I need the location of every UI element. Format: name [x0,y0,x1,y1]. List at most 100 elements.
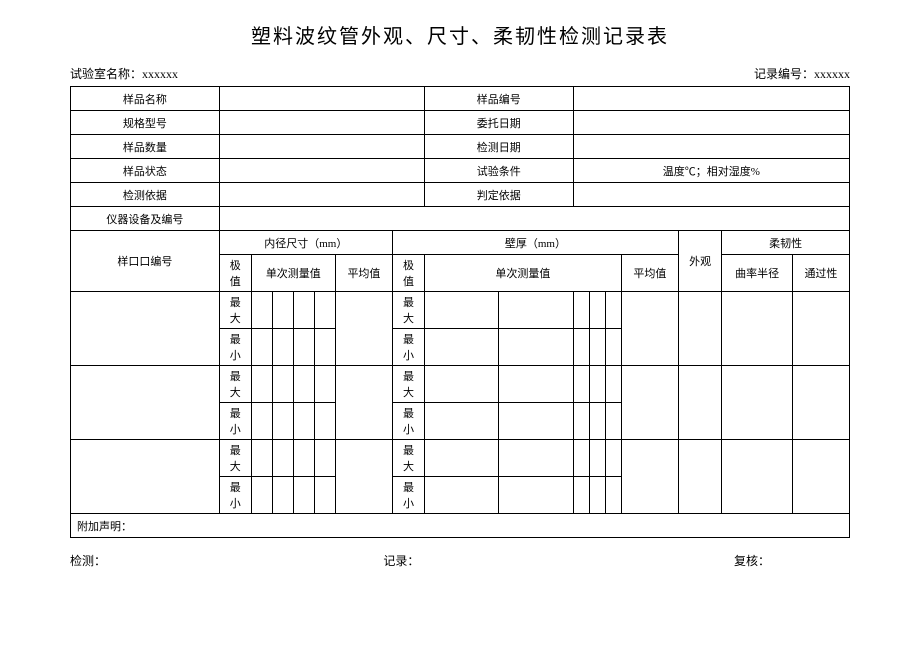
value-cell [573,183,849,207]
table-row: 检测依据 判定依据 [71,183,850,207]
min-label: 最小 [219,403,251,440]
table-header-row: 样口口编号 内径尺寸（mm） 壁厚（mm） 外观 柔韧性 [71,231,850,255]
data-cell [424,403,498,440]
avg-cell [621,366,678,440]
data-cell [272,440,293,477]
data-row: 最大 最大 [71,292,850,329]
curve-cell [722,292,793,366]
value-cell [573,87,849,111]
data-cell [573,440,589,477]
table-row: 仪器设备及编号 [71,207,850,231]
table-row: 样品状态 试验条件 温度℃；相对湿度% [71,159,850,183]
footer-row: 检测： 记录： 复核： [70,552,850,569]
label-sample-status: 样品状态 [71,159,220,183]
col-curve-radius: 曲率半径 [722,255,793,292]
data-cell [314,477,335,514]
pass-cell [792,440,849,514]
data-cell [573,477,589,514]
min-label: 最小 [392,477,424,514]
data-cell [272,329,293,366]
data-cell [293,440,314,477]
label-test-condition: 试验条件 [424,159,573,183]
pass-cell [792,292,849,366]
avg-cell [621,440,678,514]
value-cell [219,135,424,159]
col-avg-2: 平均值 [621,255,678,292]
data-cell [272,292,293,329]
data-cell [314,329,335,366]
value-cell [573,135,849,159]
table-row: 样品数量 检测日期 [71,135,850,159]
max-label: 最大 [219,366,251,403]
lab-name: 试验室名称：xxxxxx [70,65,178,82]
data-cell [499,366,573,403]
data-cell [293,366,314,403]
col-extreme-2: 极值 [392,255,424,292]
data-cell [293,292,314,329]
col-sample-id: 样口口编号 [71,231,220,292]
data-cell [605,329,621,366]
data-cell [424,477,498,514]
avg-cell [621,292,678,366]
value-temp-humidity: 温度℃；相对湿度% [573,159,849,183]
data-cell [589,440,605,477]
value-cell [219,159,424,183]
main-table: 样品名称 样品编号 规格型号 委托日期 样品数量 检测日期 样品状态 试验条件 … [70,86,850,538]
footer-record: 记录： [263,552,576,569]
min-label: 最小 [392,329,424,366]
data-cell [589,403,605,440]
data-cell [605,440,621,477]
value-cell [219,183,424,207]
avg-cell [335,440,392,514]
max-label: 最大 [219,440,251,477]
data-cell [605,403,621,440]
label-equipment: 仪器设备及编号 [71,207,220,231]
curve-cell [722,366,793,440]
avg-cell [335,366,392,440]
data-cell [272,403,293,440]
label-entrust-date: 委托日期 [424,111,573,135]
value-cell [219,207,849,231]
sample-id-cell [71,292,220,366]
appearance-cell [678,366,721,440]
data-cell [499,329,573,366]
lab-value: xxxxxx [142,67,178,81]
table-row: 规格型号 委托日期 [71,111,850,135]
max-label: 最大 [392,366,424,403]
data-cell [251,477,272,514]
label-test-basis: 检测依据 [71,183,220,207]
data-cell [314,440,335,477]
col-flexibility: 柔韧性 [722,231,850,255]
avg-cell [335,292,392,366]
data-cell [424,366,498,403]
value-cell [573,111,849,135]
remark-cell: 附加声明： [71,514,850,538]
data-cell [573,403,589,440]
data-cell [424,329,498,366]
sample-id-cell [71,366,220,440]
data-cell [605,292,621,329]
label-sample-qty: 样品数量 [71,135,220,159]
data-cell [314,403,335,440]
data-cell [314,366,335,403]
data-cell [272,477,293,514]
remark-row: 附加声明： [71,514,850,538]
max-label: 最大 [392,292,424,329]
min-label: 最小 [219,477,251,514]
col-extreme-1: 极值 [219,255,251,292]
data-cell [499,292,573,329]
label-sample-no: 样品编号 [424,87,573,111]
data-cell [499,403,573,440]
col-single-1: 单次测量值 [251,255,335,292]
pass-cell [792,366,849,440]
record-no: 记录编号：xxxxxx [754,65,850,82]
table-row: 样品名称 样品编号 [71,87,850,111]
data-cell [251,366,272,403]
data-cell [251,440,272,477]
data-cell [424,440,498,477]
min-label: 最小 [219,329,251,366]
label-spec-model: 规格型号 [71,111,220,135]
record-label: 记录编号： [754,67,814,81]
col-passability: 通过性 [792,255,849,292]
data-row: 最大 最大 [71,440,850,477]
